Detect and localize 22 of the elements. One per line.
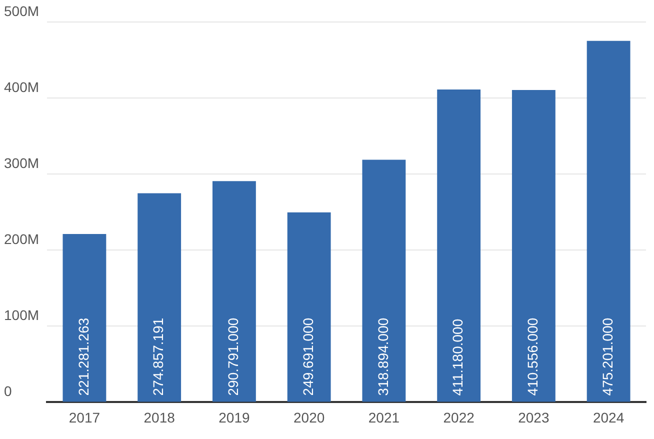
y-tick-label: 200M (4, 230, 40, 247)
x-tick-label: 2018 (144, 409, 176, 426)
data-label: 274.857.191 (150, 318, 166, 396)
data-label: 249.691.000 (300, 318, 316, 396)
y-tick-label: 300M (4, 154, 40, 171)
y-tick-label: 0 (4, 383, 12, 400)
data-label: 318.894.000 (374, 318, 391, 396)
x-tick-label: 2019 (218, 409, 250, 426)
x-tick-label: 2021 (368, 409, 400, 426)
data-label: 221.281.263 (75, 318, 92, 396)
x-tick-label: 2020 (293, 409, 325, 426)
data-label: 410.556.000 (524, 318, 541, 396)
data-label: 290.791.000 (225, 318, 242, 396)
y-tick-label: 100M (4, 307, 40, 324)
data-label: 411.180.000 (450, 318, 466, 396)
data-label: 475.201.000 (599, 318, 616, 396)
x-tick-label: 2022 (443, 409, 475, 426)
x-tick-label: 2023 (518, 409, 550, 426)
y-tick-label: 400M (4, 78, 40, 95)
x-tick-label: 2017 (68, 409, 100, 426)
y-tick-label: 500M (4, 2, 40, 19)
x-tick-label: 2024 (592, 409, 624, 426)
